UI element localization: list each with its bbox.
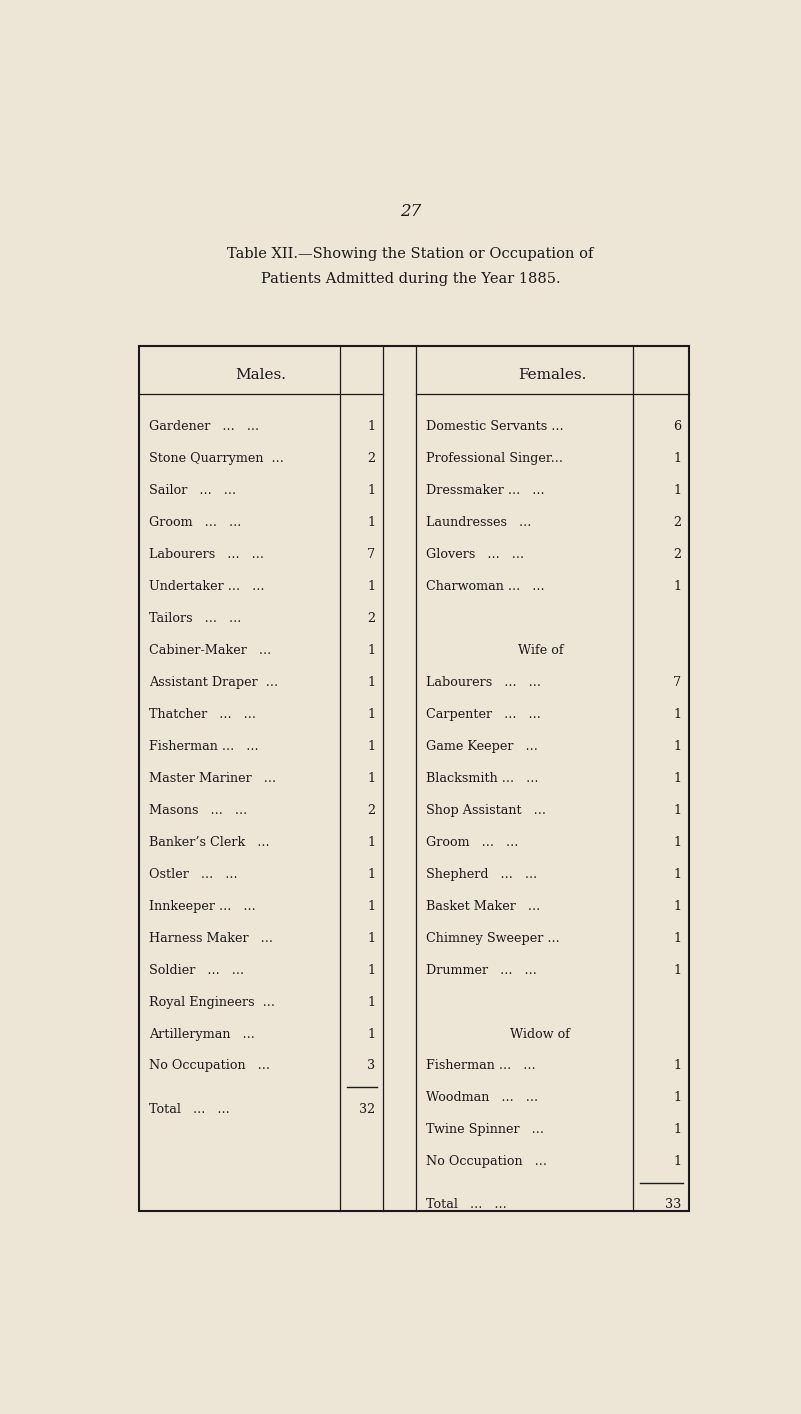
- Text: 7: 7: [674, 676, 682, 689]
- Text: 1: 1: [367, 643, 375, 658]
- Text: Innkeeper ...   ...: Innkeeper ... ...: [149, 899, 256, 912]
- Text: Shop Assistant   ...: Shop Assistant ...: [426, 803, 546, 817]
- Text: Soldier   ...   ...: Soldier ... ...: [149, 963, 244, 977]
- Text: 1: 1: [674, 740, 682, 752]
- Text: Blacksmith ...   ...: Blacksmith ... ...: [426, 772, 539, 785]
- Text: 1: 1: [367, 484, 375, 498]
- Text: 1: 1: [367, 580, 375, 592]
- Text: 7: 7: [367, 549, 375, 561]
- Text: Males.: Males.: [235, 368, 287, 382]
- Text: 33: 33: [665, 1199, 682, 1212]
- Text: Tailors   ...   ...: Tailors ... ...: [149, 612, 241, 625]
- Text: 6: 6: [674, 420, 682, 433]
- Text: Fisherman ...   ...: Fisherman ... ...: [149, 740, 259, 752]
- Text: 2: 2: [674, 516, 682, 529]
- Text: Laundresses   ...: Laundresses ...: [426, 516, 532, 529]
- Text: Stone Quarrymen  ...: Stone Quarrymen ...: [149, 452, 284, 465]
- Text: Total   ...   ...: Total ... ...: [426, 1199, 507, 1212]
- Text: Groom   ...   ...: Groom ... ...: [149, 516, 241, 529]
- Text: Gardener   ...   ...: Gardener ... ...: [149, 420, 259, 433]
- Text: 1: 1: [674, 580, 682, 592]
- Text: 1: 1: [367, 995, 375, 1008]
- Text: Females.: Females.: [518, 368, 587, 382]
- Text: 1: 1: [674, 772, 682, 785]
- Text: 1: 1: [367, 932, 375, 945]
- Text: 1: 1: [674, 932, 682, 945]
- Text: Groom   ...   ...: Groom ... ...: [426, 836, 519, 848]
- Text: Shepherd   ...   ...: Shepherd ... ...: [426, 868, 537, 881]
- Text: Artilleryman   ...: Artilleryman ...: [149, 1028, 255, 1041]
- Text: Drummer   ...   ...: Drummer ... ...: [426, 963, 537, 977]
- Text: Harness Maker   ...: Harness Maker ...: [149, 932, 273, 945]
- Text: 1: 1: [674, 899, 682, 912]
- Text: 1: 1: [367, 740, 375, 752]
- Text: 1: 1: [674, 963, 682, 977]
- Text: Total   ...   ...: Total ... ...: [149, 1103, 230, 1116]
- Text: 2: 2: [367, 803, 375, 817]
- Text: 1: 1: [674, 1155, 682, 1168]
- Text: 3: 3: [367, 1059, 375, 1072]
- Text: 1: 1: [674, 1059, 682, 1072]
- Text: 2: 2: [367, 452, 375, 465]
- Text: 1: 1: [674, 484, 682, 498]
- Text: Wife of: Wife of: [517, 643, 563, 658]
- Text: 1: 1: [367, 836, 375, 848]
- Text: Royal Engineers  ...: Royal Engineers ...: [149, 995, 275, 1008]
- Text: 2: 2: [674, 549, 682, 561]
- Text: Sailor   ...   ...: Sailor ... ...: [149, 484, 236, 498]
- Text: Fisherman ...   ...: Fisherman ... ...: [426, 1059, 536, 1072]
- Text: Widow of: Widow of: [510, 1028, 570, 1041]
- Text: Patients Admitted during the Year 1885.: Patients Admitted during the Year 1885.: [260, 271, 561, 286]
- Text: No Occupation   ...: No Occupation ...: [149, 1059, 270, 1072]
- Text: Labourers   ...   ...: Labourers ... ...: [149, 549, 264, 561]
- Text: 1: 1: [674, 452, 682, 465]
- Text: Labourers   ...   ...: Labourers ... ...: [426, 676, 541, 689]
- Text: No Occupation   ...: No Occupation ...: [426, 1155, 547, 1168]
- Text: Game Keeper   ...: Game Keeper ...: [426, 740, 538, 752]
- Text: 1: 1: [367, 963, 375, 977]
- Text: Twine Spinner   ...: Twine Spinner ...: [426, 1123, 545, 1137]
- Text: Ostler   ...   ...: Ostler ... ...: [149, 868, 238, 881]
- Text: 1: 1: [674, 836, 682, 848]
- Text: 1: 1: [367, 772, 375, 785]
- Text: Carpenter   ...   ...: Carpenter ... ...: [426, 708, 541, 721]
- Text: 1: 1: [674, 868, 682, 881]
- Text: 1: 1: [367, 868, 375, 881]
- Text: Glovers   ...   ...: Glovers ... ...: [426, 549, 525, 561]
- Text: Master Mariner   ...: Master Mariner ...: [149, 772, 276, 785]
- Text: 27: 27: [400, 202, 421, 219]
- Text: Masons   ...   ...: Masons ... ...: [149, 803, 248, 817]
- Text: Undertaker ...   ...: Undertaker ... ...: [149, 580, 264, 592]
- Text: 1: 1: [674, 708, 682, 721]
- Text: 1: 1: [367, 420, 375, 433]
- Text: Dressmaker ...   ...: Dressmaker ... ...: [426, 484, 545, 498]
- Text: Assistant Draper  ...: Assistant Draper ...: [149, 676, 278, 689]
- Text: Banker’s Clerk   ...: Banker’s Clerk ...: [149, 836, 270, 848]
- Text: Thatcher   ...   ...: Thatcher ... ...: [149, 708, 256, 721]
- Text: 2: 2: [367, 612, 375, 625]
- Text: 1: 1: [367, 676, 375, 689]
- Text: 1: 1: [367, 708, 375, 721]
- Text: 1: 1: [674, 1092, 682, 1104]
- Text: Woodman   ...   ...: Woodman ... ...: [426, 1092, 538, 1104]
- Text: Basket Maker   ...: Basket Maker ...: [426, 899, 541, 912]
- Text: 32: 32: [359, 1103, 375, 1116]
- Text: 1: 1: [674, 1123, 682, 1137]
- Text: Cabiner-Maker   ...: Cabiner-Maker ...: [149, 643, 272, 658]
- Text: 1: 1: [367, 516, 375, 529]
- Text: 1: 1: [674, 803, 682, 817]
- Text: 1: 1: [367, 1028, 375, 1041]
- Text: Professional Singer...: Professional Singer...: [426, 452, 563, 465]
- Text: Charwoman ...   ...: Charwoman ... ...: [426, 580, 545, 592]
- Text: 1: 1: [367, 899, 375, 912]
- Text: Domestic Servants ...: Domestic Servants ...: [426, 420, 564, 433]
- Text: Chimney Sweeper ...: Chimney Sweeper ...: [426, 932, 560, 945]
- Text: Table XII.—Showing the Station or Occupation of: Table XII.—Showing the Station or Occupa…: [227, 246, 594, 260]
